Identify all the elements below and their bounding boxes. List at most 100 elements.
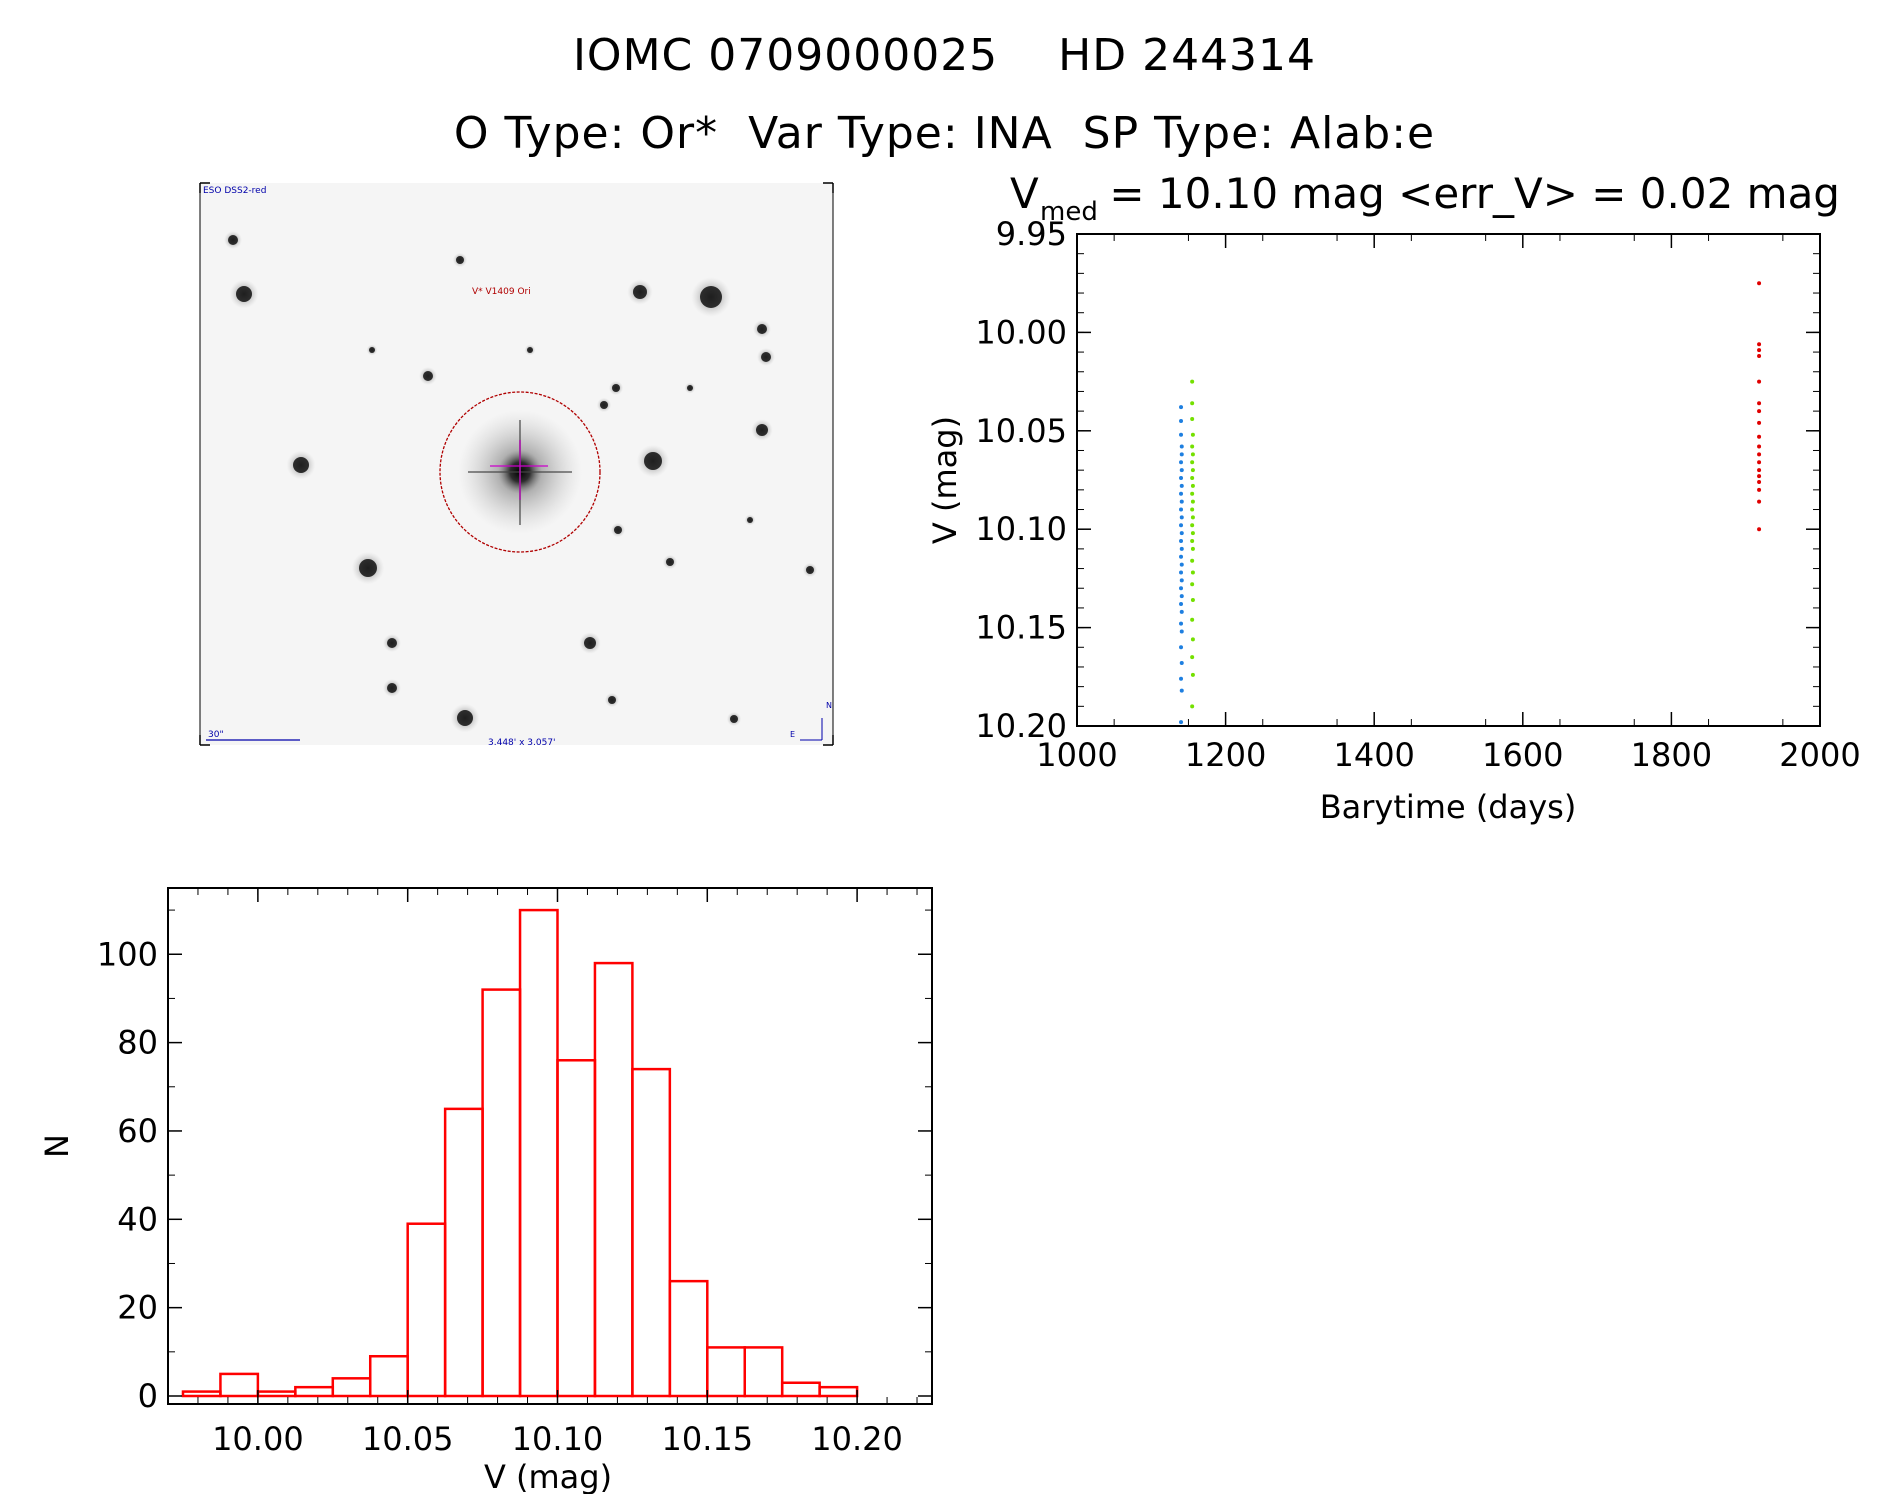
lc-point — [1179, 621, 1184, 626]
hist-bar — [780, 1381, 821, 1398]
field-stars — [224, 231, 818, 733]
lc-point — [1179, 645, 1184, 650]
lc-point — [1190, 416, 1195, 421]
hist-y-tick-label: 60 — [117, 1112, 158, 1150]
lc-point — [1757, 379, 1762, 384]
lc-point — [1190, 452, 1195, 457]
hist-bars — [181, 908, 859, 1398]
lc-point — [1179, 594, 1184, 599]
lc-point — [1190, 558, 1195, 563]
lc-point — [1190, 515, 1195, 520]
lc-y-tick-label: 10.15 — [975, 609, 1067, 647]
lc-point — [1190, 460, 1195, 465]
hist-y-axis-label: N — [38, 1134, 76, 1158]
lc-point — [1190, 570, 1195, 575]
field-star — [527, 347, 533, 353]
hist-bar — [219, 1372, 260, 1398]
lc-title-main: V — [1010, 169, 1039, 218]
field-star — [457, 710, 473, 726]
field-star — [757, 324, 767, 334]
target-label: V* V1409 Ori — [472, 287, 531, 297]
field-star — [236, 286, 252, 302]
hist-y-tick-label: 20 — [117, 1289, 158, 1327]
lc-point — [1190, 531, 1195, 536]
lc-point — [1757, 434, 1762, 439]
hist-x-tick-label: 10.10 — [512, 1420, 604, 1458]
lc-point — [1190, 507, 1195, 512]
lc-point — [1757, 354, 1762, 359]
lc-point — [1179, 418, 1184, 423]
field-star — [612, 384, 620, 392]
lc-point — [1190, 444, 1195, 449]
hist-bar — [743, 1346, 784, 1398]
field-star — [359, 559, 377, 577]
lc-point — [1190, 379, 1195, 384]
field-star — [369, 347, 375, 353]
lc-y-tick-label: 10.00 — [975, 313, 1067, 351]
lc-y-tick-label: 10.10 — [975, 510, 1067, 548]
field-star — [600, 401, 608, 409]
lc-point — [1757, 452, 1762, 457]
lc-point — [1179, 483, 1184, 488]
compass-north-label: N — [826, 701, 832, 710]
lc-point — [1190, 476, 1195, 481]
field-star — [700, 286, 722, 308]
lc-point — [1179, 720, 1184, 725]
lc-point — [1179, 491, 1184, 496]
field-star — [687, 385, 693, 391]
lc-point — [1179, 676, 1184, 681]
lc-point — [1179, 476, 1184, 481]
lc-point — [1179, 601, 1184, 606]
lc-point — [1190, 432, 1195, 437]
lc-point — [1190, 523, 1195, 528]
lc-y-axis: 9.95 10.00 10.05 10.10 10.15 10.20 — [975, 215, 1820, 745]
lc-point — [1179, 507, 1184, 512]
lc-x-tick-label: 1400 — [1333, 736, 1414, 774]
lc-point — [1190, 598, 1195, 603]
lc-point — [1757, 499, 1762, 504]
lc-y-axis-label: V (mag) — [926, 416, 964, 544]
lc-point — [1757, 444, 1762, 449]
lc-point — [1179, 539, 1184, 544]
lc-y-tick-label: 9.95 — [996, 215, 1067, 253]
survey-label: ESO DSS2-red — [203, 186, 266, 196]
lc-point — [1179, 578, 1184, 583]
lc-x-axis: 1000 1200 1400 1600 1800 2000 — [1036, 234, 1861, 774]
lc-point — [1179, 609, 1184, 614]
hist-x-tick-label: 10.05 — [362, 1420, 454, 1458]
hist-bar — [706, 1346, 746, 1398]
hist-x-tick-label: 10.20 — [811, 1420, 903, 1458]
lc-point — [1190, 546, 1195, 551]
field-star — [387, 638, 397, 648]
compass-east-label: E — [790, 730, 795, 739]
field-star — [584, 637, 596, 649]
field-star — [293, 457, 309, 473]
hist-bar — [668, 1279, 709, 1398]
hist-y-tick-label: 100 — [97, 935, 158, 973]
hist-bar — [294, 1385, 335, 1398]
lc-point — [1757, 348, 1762, 353]
lc-point — [1190, 672, 1195, 677]
hist-bar — [556, 1059, 597, 1398]
lc-x-tick-label: 1800 — [1631, 736, 1712, 774]
lc-point — [1757, 468, 1762, 473]
lc-point — [1179, 405, 1184, 410]
lc-y-tick-label: 10.20 — [975, 707, 1067, 745]
page-title: IOMC 0709000025 HD 244314 — [572, 30, 1317, 81]
lc-point — [1190, 704, 1195, 709]
field-star — [423, 371, 433, 381]
field-star — [747, 517, 753, 523]
lc-point — [1757, 420, 1762, 425]
lc-point — [1757, 487, 1762, 492]
hist-y-tick-label: 40 — [117, 1200, 158, 1238]
lc-point — [1190, 617, 1195, 622]
field-star — [633, 285, 647, 299]
field-star — [614, 526, 622, 534]
lc-title-sub: med — [1040, 197, 1098, 227]
lc-title-rest: = 10.10 mag <err_V> = 0.02 mag — [1096, 169, 1840, 218]
hist-bar — [331, 1377, 372, 1398]
lc-point — [1757, 409, 1762, 414]
histogram-chart: 10.00 10.05 10.10 10.15 10.20 0 20 40 60 80 100 V… — [38, 887, 933, 1494]
hist-x-tick-label: 10.00 — [212, 1420, 304, 1458]
